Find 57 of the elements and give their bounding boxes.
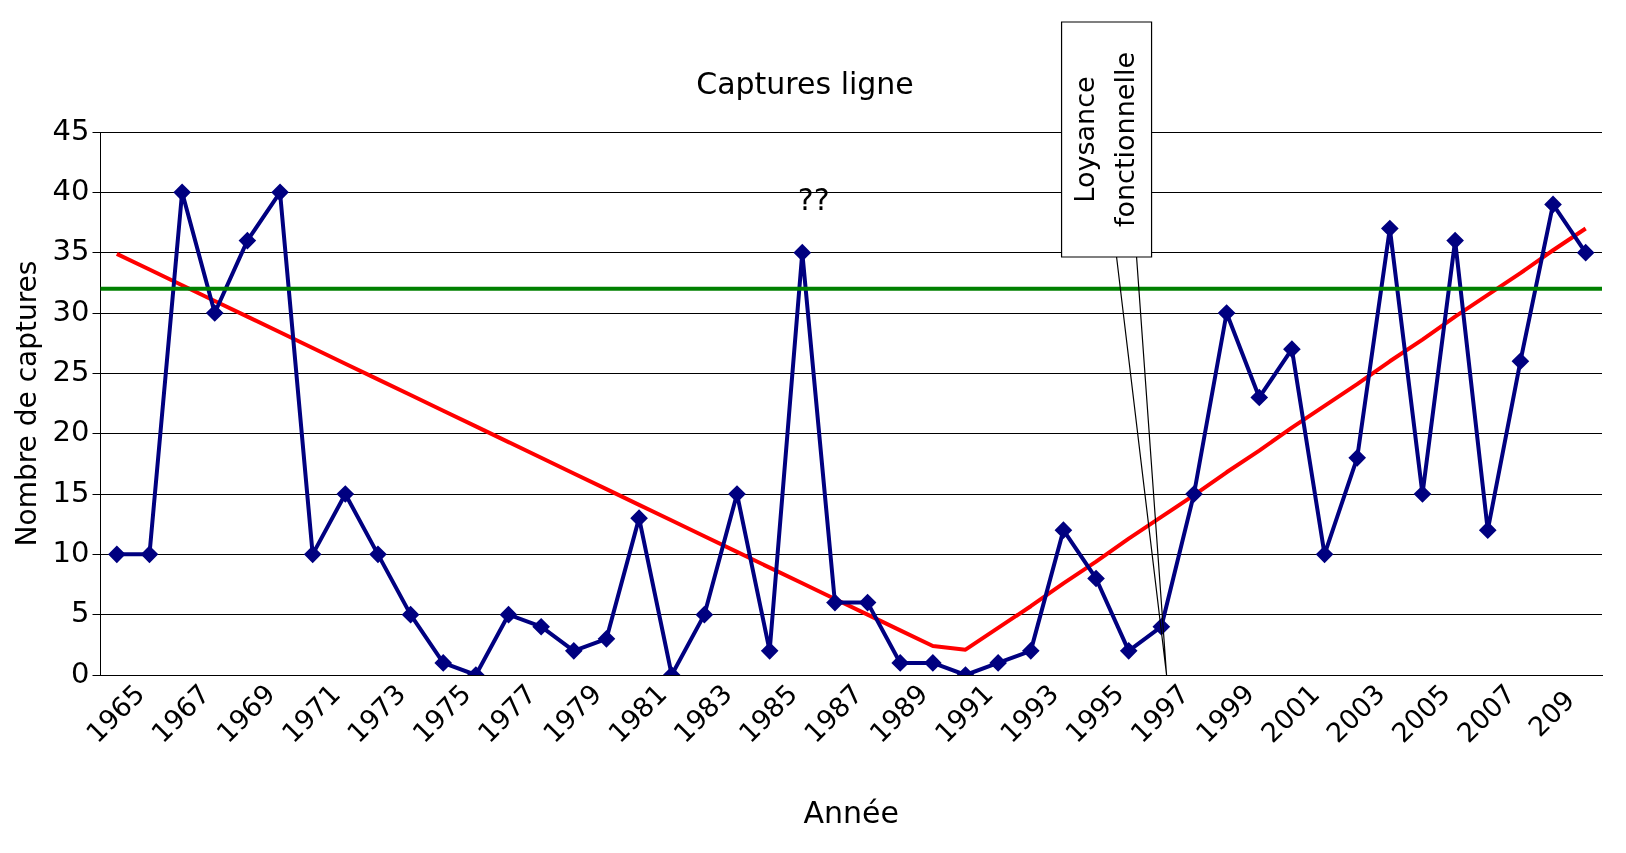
point — [761, 642, 778, 659]
y-axis-title: Nombre de captures — [10, 260, 44, 547]
point — [924, 654, 941, 671]
point — [1577, 244, 1594, 261]
point — [1120, 642, 1137, 659]
y-tick-label: 35 — [52, 233, 90, 268]
y-tick-label: 30 — [52, 293, 90, 328]
point — [1251, 389, 1268, 406]
point — [565, 642, 582, 659]
point — [1088, 570, 1105, 587]
point — [1055, 522, 1072, 539]
point — [696, 606, 713, 623]
chart-title: Captures ligne — [696, 65, 914, 101]
y-tick-label: 20 — [52, 414, 90, 449]
point — [1447, 232, 1464, 249]
point — [402, 606, 419, 623]
point — [1545, 196, 1562, 213]
x-axis-title: Année — [803, 794, 899, 830]
point — [826, 594, 843, 611]
point — [1512, 353, 1529, 370]
point — [1185, 486, 1202, 502]
annotation: ?? — [797, 182, 830, 218]
point — [500, 606, 517, 623]
point — [304, 546, 321, 563]
point — [1414, 486, 1431, 502]
point — [1218, 305, 1235, 321]
point — [1349, 449, 1366, 466]
y-tick-label: 45 — [52, 112, 90, 147]
point — [337, 486, 354, 502]
y-tick-label: 10 — [52, 534, 90, 569]
point — [272, 184, 289, 201]
annotation: Loysance fonctionnelle — [1068, 51, 1140, 228]
point — [108, 546, 125, 563]
point — [990, 654, 1007, 671]
y-tick-label: 0 — [71, 655, 90, 690]
point — [794, 244, 811, 261]
point — [239, 232, 256, 249]
point — [369, 546, 386, 563]
x-tick-label: 209 — [1522, 684, 1581, 743]
point — [206, 305, 223, 321]
point — [1316, 546, 1333, 563]
point — [1381, 220, 1398, 237]
point — [859, 594, 876, 611]
point — [1283, 341, 1300, 358]
y-tick-label: 25 — [52, 353, 90, 388]
point — [435, 654, 452, 671]
point — [141, 546, 158, 563]
point — [892, 654, 909, 671]
point — [729, 486, 746, 502]
point — [598, 630, 615, 647]
point — [1479, 522, 1496, 539]
point — [174, 184, 191, 201]
point — [533, 618, 550, 635]
y-tick-label: 5 — [71, 595, 90, 630]
y-tick-label: 15 — [52, 474, 90, 509]
y-tick-label: 40 — [52, 172, 90, 207]
point — [1022, 642, 1039, 659]
